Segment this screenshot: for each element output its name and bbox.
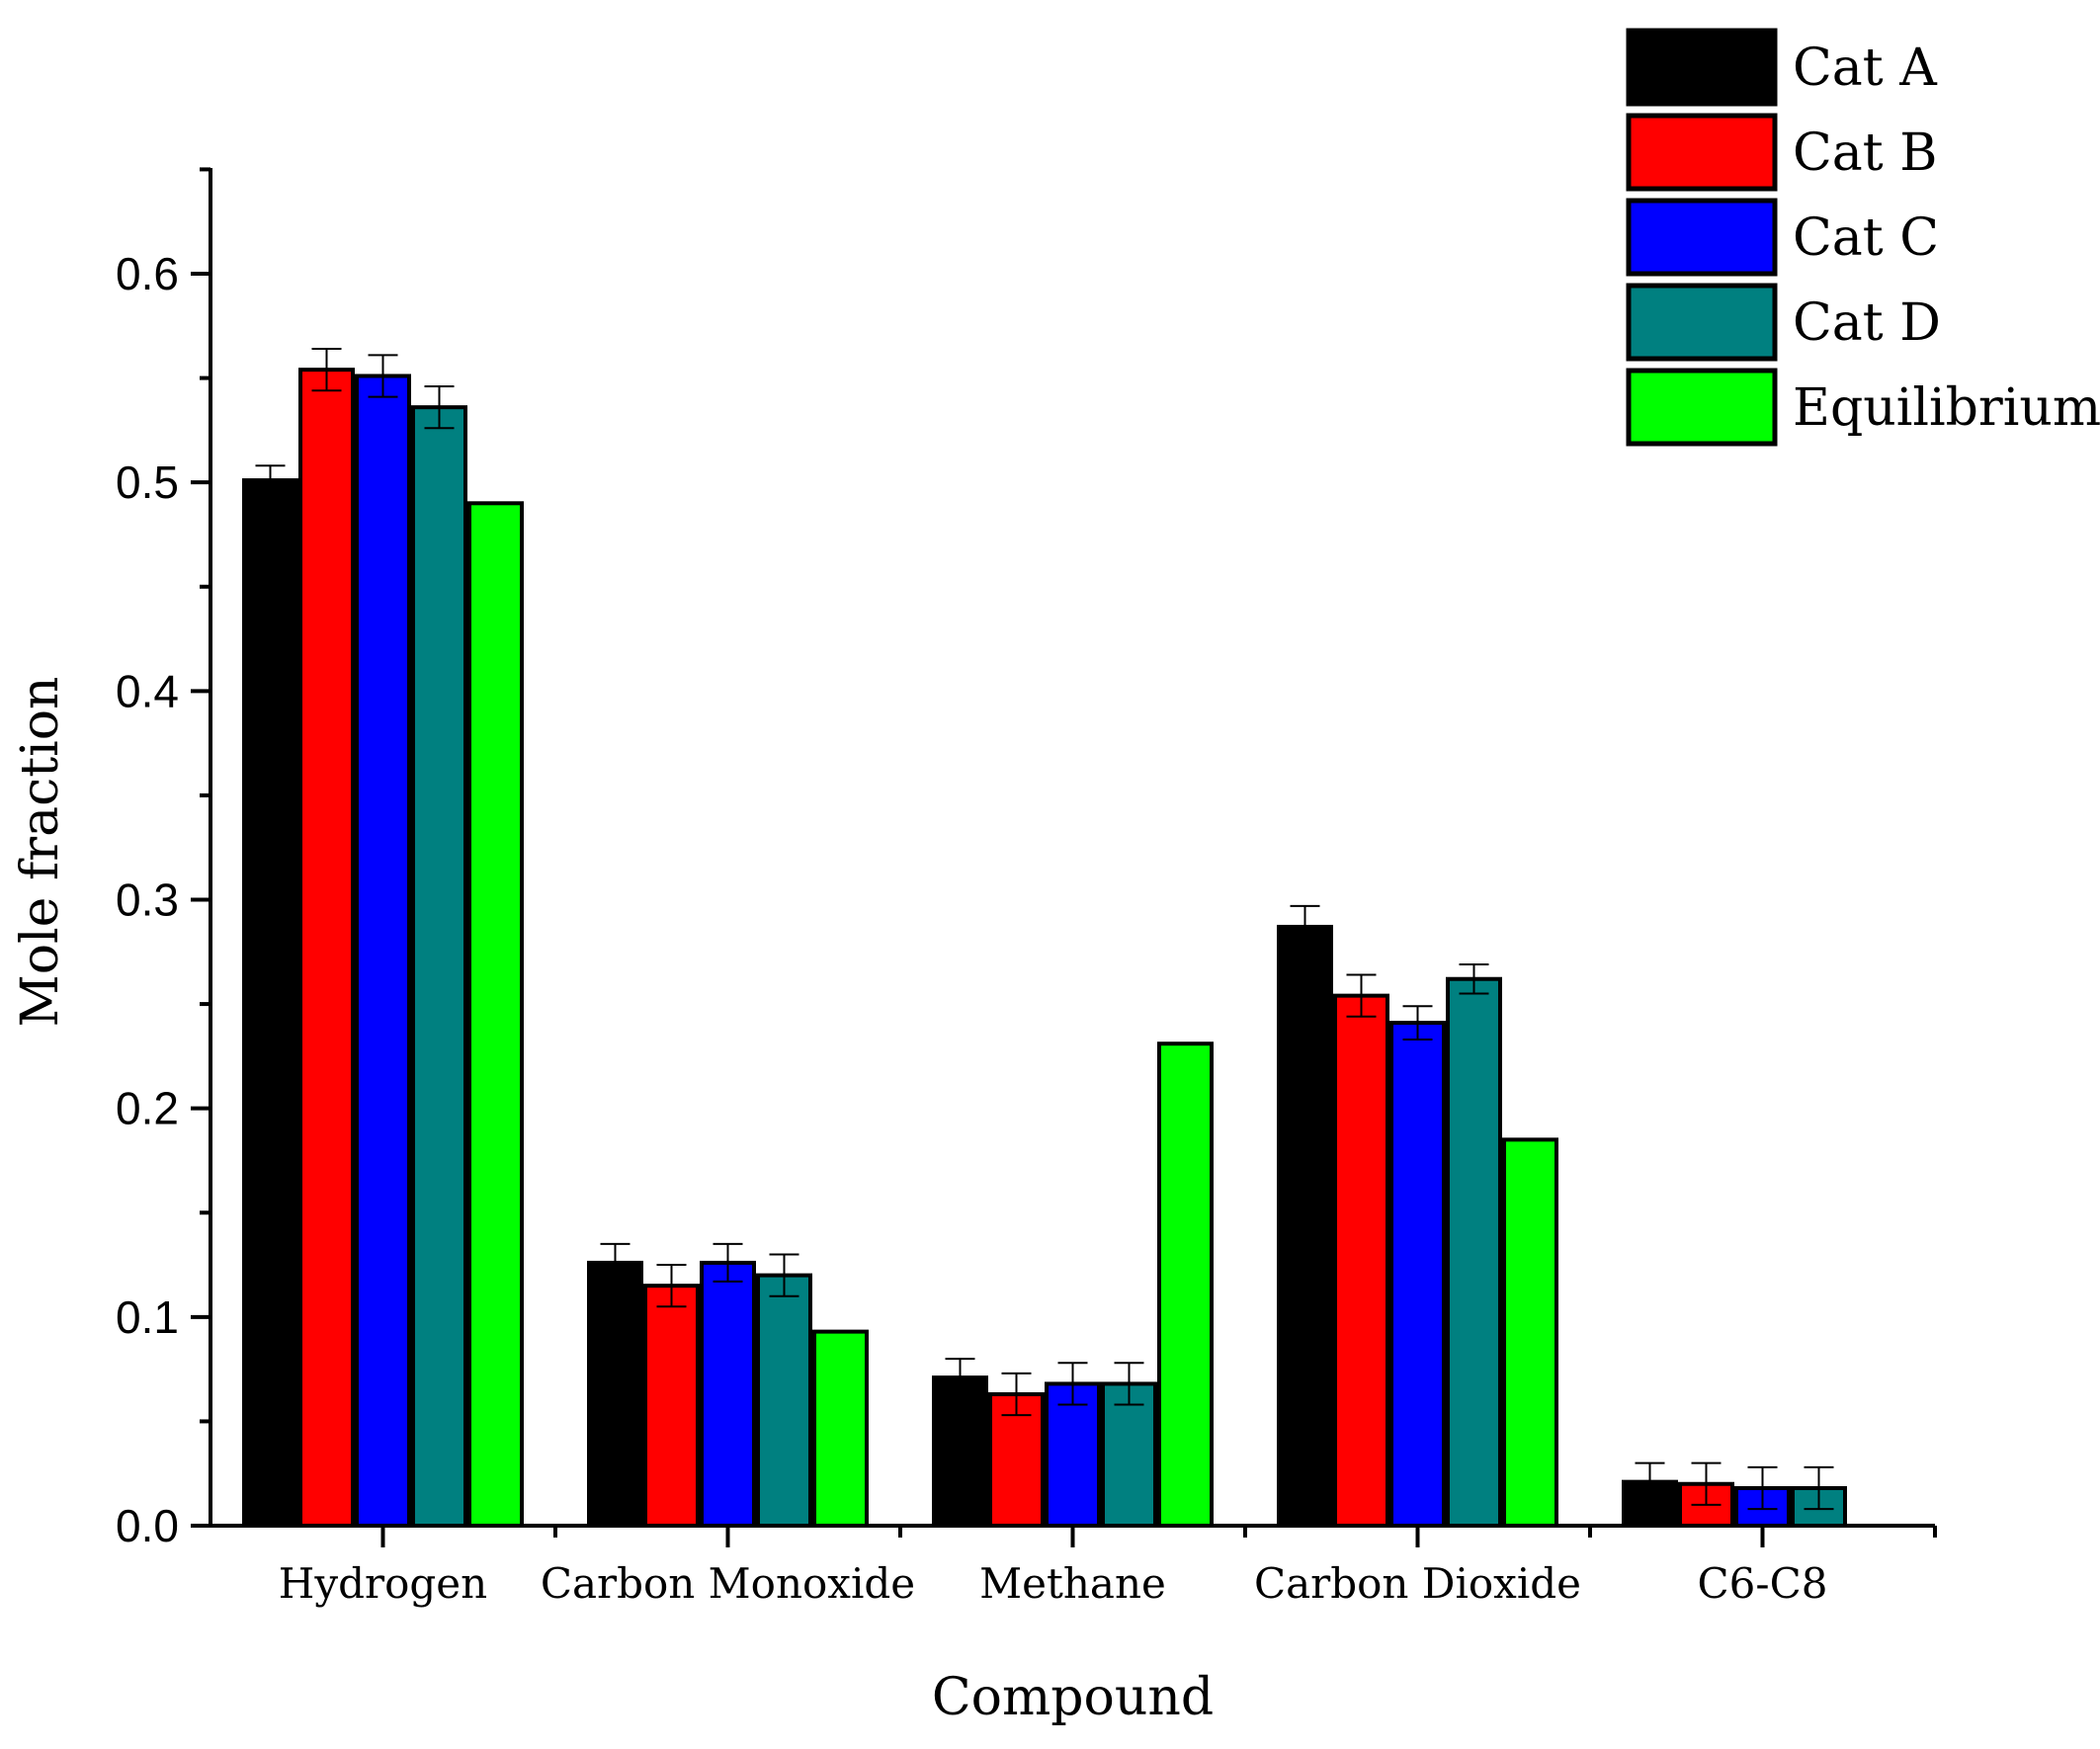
y-tick-label: 0.2 [116,1083,179,1134]
bar [467,501,524,1528]
bar [1502,1137,1558,1528]
x-tick-label: Methane [979,1559,1166,1608]
bar [242,478,298,1528]
legend-swatch [1626,113,1778,192]
bar [298,368,355,1528]
x-tick-label: Hydrogen [279,1559,487,1608]
bar [932,1375,988,1528]
y-axis-title: Mole fraction [11,676,70,1027]
bar [1333,993,1389,1528]
bar [1277,924,1333,1528]
legend: Cat A Cat B Cat C Cat D Equilibrium [1626,28,2100,447]
y-tick-label: 0.4 [116,665,179,716]
x-tick-label: Carbon Monoxide [541,1559,915,1608]
legend-swatch [1626,283,1778,362]
error-bars [255,348,1834,1511]
bar [812,1329,869,1528]
x-tick-label: Carbon Dioxide [1254,1559,1581,1608]
legend-label: Cat B [1793,124,1937,183]
bar [1045,1381,1101,1528]
y-tick-label: 0.3 [116,874,179,926]
bar [355,374,411,1528]
legend-swatch [1626,198,1778,277]
bar [1157,1041,1214,1528]
legend-swatch [1626,368,1778,447]
legend-label: Cat A [1793,39,1938,98]
x-axis-title: Compound [932,1668,1214,1727]
bar [700,1260,756,1529]
bar [643,1284,700,1528]
bar [756,1273,812,1528]
bar [587,1260,643,1529]
legend-label: Cat D [1793,293,1941,353]
legend-label: Cat C [1793,208,1939,268]
bar [1389,1021,1446,1529]
y-tick-label: 0.6 [116,248,179,299]
bar [1446,976,1502,1528]
legend-swatch [1626,28,1778,107]
bar [411,405,467,1529]
x-tick-label: C6-C8 [1698,1559,1828,1608]
y-tick-label: 0.0 [116,1500,179,1551]
legend-label: Equilibrium [1793,378,2100,438]
bars [242,368,1847,1529]
bar [1101,1381,1157,1528]
y-tick-label: 0.1 [116,1291,179,1343]
axis-labels: 0.0 0.1 0.2 0.3 0.4 0.5 0.6 Hydrogen Carbon Mono… [116,248,1827,1608]
bar [988,1391,1045,1528]
y-tick-label: 0.5 [116,457,179,508]
